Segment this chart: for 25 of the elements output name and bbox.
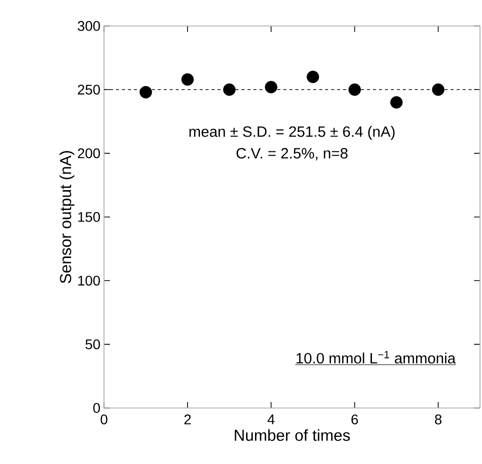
annotation: 10.0 mmol L$^{−1}$ ammonia <box>296 351 456 364</box>
y-tick-label: 200 <box>78 148 100 158</box>
point <box>306 70 320 84</box>
point <box>181 73 194 86</box>
y-tick-label: 150 <box>78 212 100 222</box>
annotation: mean ± S.D. = 251.5 ± 6.4 (nA) <box>189 126 395 140</box>
point <box>390 96 403 109</box>
y-tick-label: 250 <box>78 84 100 95</box>
x-tick-label: 4 <box>268 414 275 424</box>
y-tick-label: 300 <box>78 21 100 31</box>
point <box>223 83 236 96</box>
x-tick-label: 0 <box>100 414 108 424</box>
point <box>140 86 152 98</box>
point <box>432 83 444 96</box>
x-axis-title: Number of times <box>234 429 350 441</box>
point <box>348 83 361 96</box>
x-tick-label: 8 <box>434 414 442 424</box>
x-tick-label: 2 <box>184 414 191 424</box>
x-tick-label: 6 <box>352 414 358 424</box>
y-tick-label: 0 <box>93 403 100 413</box>
y-tick-label: 100 <box>78 276 100 286</box>
y-axis-title: Sensor output (nA) <box>60 151 74 284</box>
y-tick-label: 50 <box>86 339 100 350</box>
point <box>264 80 278 94</box>
annotation: C.V. = 2.5%, n=8 <box>236 148 348 160</box>
